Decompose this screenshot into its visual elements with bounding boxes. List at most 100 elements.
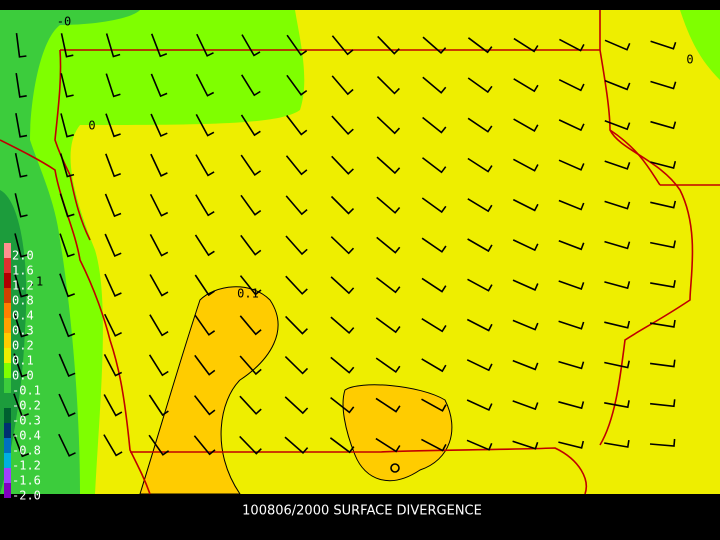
legend-label: 0.8 — [12, 294, 34, 308]
wind-barb — [105, 113, 121, 138]
wind-barb — [58, 433, 76, 457]
wind-barb — [650, 40, 677, 50]
wind-barb — [239, 275, 262, 296]
legend-label: 1.6 — [12, 264, 34, 278]
contour-labels: -000.10.10 — [29, 15, 694, 301]
wind-barb — [103, 434, 123, 457]
wind-barb — [558, 199, 585, 211]
wind-barb — [239, 315, 262, 336]
wind-barb — [285, 275, 308, 295]
wind-barb — [512, 239, 539, 252]
wind-barb — [330, 236, 355, 255]
legend-label: -0.3 — [12, 414, 41, 428]
legend-swatch — [4, 423, 11, 438]
wind-barb — [513, 158, 539, 172]
positive-region — [139, 286, 279, 495]
wind-barb — [558, 320, 585, 330]
wind-barb — [466, 359, 493, 372]
wind-barb — [512, 359, 539, 371]
wind-barb — [512, 400, 539, 411]
wind-barb — [513, 78, 539, 93]
legend-label: 0.0 — [12, 369, 34, 383]
wind-barb — [286, 74, 308, 96]
wind-barb — [466, 318, 493, 332]
wind-barb — [58, 393, 76, 417]
zero-region — [680, 10, 720, 80]
wind-barb — [558, 78, 585, 92]
wind-barb — [558, 239, 585, 251]
legend-swatch — [4, 288, 11, 303]
wind-barb — [376, 76, 400, 95]
wind-barb — [650, 200, 677, 209]
wind-barb — [558, 119, 585, 132]
legend-swatch — [4, 243, 11, 258]
wind-barb — [330, 316, 355, 335]
wind-barb — [14, 233, 28, 258]
legend-swatch — [4, 363, 11, 378]
wind-barb — [376, 277, 401, 294]
wind-barb — [377, 35, 400, 55]
legend-swatch — [4, 438, 11, 453]
wind-barb — [330, 396, 355, 414]
wind-barb — [376, 236, 401, 254]
wind-barb — [240, 234, 262, 256]
wind-barb — [421, 398, 447, 412]
map: -0 0 0.1 0.1 0 — [0, 10, 720, 495]
wind-barb — [239, 355, 262, 376]
wind-barb — [604, 400, 630, 409]
wind-barb — [59, 273, 75, 298]
wind-barb — [194, 274, 215, 297]
map-title: 100806/2000 SURFACE DIVERGENCE — [242, 504, 482, 519]
wind-barb — [15, 113, 28, 138]
wind-barb — [604, 281, 631, 290]
wind-barb — [104, 273, 122, 297]
wind-barb — [604, 160, 631, 170]
legend-swatch — [4, 318, 11, 333]
contour-label: .1 — [29, 275, 43, 289]
wind-barb — [103, 394, 123, 417]
legend-swatch — [4, 453, 11, 468]
wind-barb — [512, 198, 539, 212]
wind-barb — [148, 434, 170, 456]
wind-barb — [649, 438, 676, 447]
wind-barb — [421, 197, 447, 214]
wind-barb — [193, 395, 216, 416]
wind-barb — [604, 240, 631, 250]
legend-swatch — [4, 333, 11, 348]
wind-barb — [512, 319, 539, 331]
wind-barb — [194, 234, 215, 257]
wind-barb — [650, 240, 676, 249]
wind-barb — [604, 39, 631, 51]
wind-barb — [105, 153, 121, 178]
legend-label: -1.6 — [12, 474, 41, 488]
wind-barb — [15, 72, 27, 98]
wind-barb — [149, 274, 169, 297]
wind-barb — [15, 32, 27, 58]
wind-barb — [284, 436, 309, 455]
wind-barb — [558, 159, 585, 171]
legend-label: -0.1 — [12, 384, 41, 398]
wind-barb — [150, 113, 168, 138]
wind-barb — [59, 233, 75, 258]
wind-barb — [604, 79, 631, 91]
legend-swatch — [4, 303, 11, 318]
wind-barb — [421, 438, 447, 452]
wind-barb — [239, 435, 262, 455]
contour-label: 0 — [686, 53, 693, 67]
wind-barb — [14, 193, 28, 218]
wind-barb — [422, 116, 447, 134]
wind-barb — [604, 200, 631, 210]
wind-barb — [194, 314, 216, 336]
legend-swatch — [4, 273, 11, 288]
wind-barb — [285, 195, 308, 216]
legend-swatch — [4, 483, 11, 498]
wind-barb — [558, 280, 585, 291]
wind-barbs — [12, 32, 677, 458]
wind-barb — [376, 116, 401, 135]
wind-barb — [150, 73, 168, 98]
wind-barb — [421, 237, 447, 253]
wind-barb — [150, 33, 168, 58]
wind-barb — [239, 395, 262, 415]
wind-barb — [559, 38, 585, 52]
wind-barb — [195, 73, 215, 97]
